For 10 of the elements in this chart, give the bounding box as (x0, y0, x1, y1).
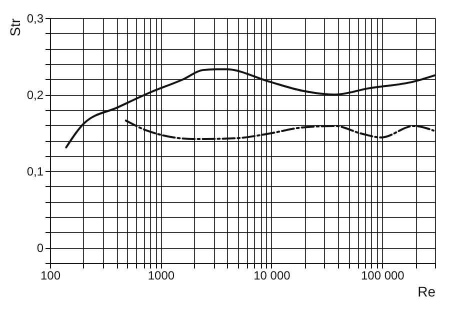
x-tick-label: 100 000 (360, 268, 405, 282)
y-tick-label: 0,1 (26, 164, 44, 179)
y-tick-label: 0,2 (26, 88, 44, 102)
x-tick-label: 100 (40, 268, 61, 282)
x-tick-label: 10 000 (254, 268, 291, 282)
y-tick-label: 0 (36, 241, 44, 256)
y-tick-label: 0,3 (26, 12, 44, 26)
x-tick-label: 1000 (148, 268, 175, 282)
x-axis-title: Re (418, 284, 436, 300)
y-axis-title: Str (6, 18, 23, 36)
